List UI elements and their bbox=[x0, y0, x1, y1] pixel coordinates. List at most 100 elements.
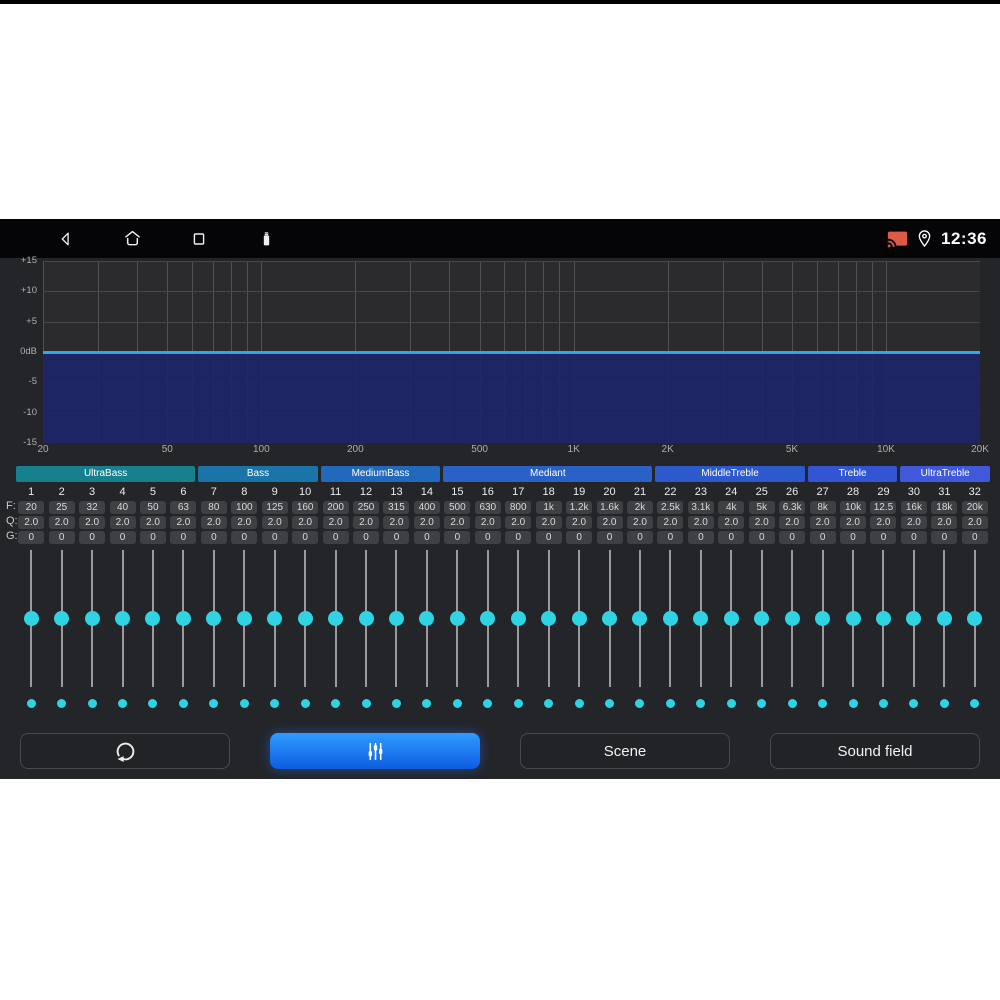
band-gain-slider[interactable] bbox=[747, 548, 777, 688]
band-gain-slider[interactable] bbox=[625, 548, 655, 688]
band-gain-slider[interactable] bbox=[412, 548, 442, 688]
slider-knob[interactable] bbox=[815, 610, 831, 626]
band-indicator-dot[interactable] bbox=[665, 698, 675, 708]
band-indicator-dot[interactable] bbox=[818, 698, 828, 708]
band-indicator-dot[interactable] bbox=[452, 698, 462, 708]
band-indicator-dot[interactable] bbox=[239, 698, 249, 708]
band-gain-slider[interactable] bbox=[16, 548, 46, 688]
band-indicator-dot[interactable] bbox=[544, 698, 554, 708]
band-gain-slider[interactable] bbox=[960, 548, 990, 688]
band-indicator-dot[interactable] bbox=[483, 698, 493, 708]
band-indicator-dot[interactable] bbox=[331, 698, 341, 708]
band-indicator-dot[interactable] bbox=[178, 698, 188, 708]
slider-knob[interactable] bbox=[175, 610, 191, 626]
band-gain-slider[interactable] bbox=[838, 548, 868, 688]
band-indicator-dot[interactable] bbox=[878, 698, 888, 708]
band-gain-slider[interactable] bbox=[199, 548, 229, 688]
band-gain-slider[interactable] bbox=[868, 548, 898, 688]
slider-knob[interactable] bbox=[510, 610, 526, 626]
band-indicator-dot[interactable] bbox=[635, 698, 645, 708]
band-gain-slider[interactable] bbox=[473, 548, 503, 688]
sound-field-button[interactable]: Sound field bbox=[770, 733, 980, 769]
band-gain-slider[interactable] bbox=[351, 548, 381, 688]
band-indicator-dot[interactable] bbox=[26, 698, 36, 708]
slider-knob[interactable] bbox=[967, 610, 983, 626]
band-indicator-dot[interactable] bbox=[696, 698, 706, 708]
band-gain-slider[interactable] bbox=[107, 548, 137, 688]
equalizer-button[interactable] bbox=[270, 733, 480, 769]
slider-knob[interactable] bbox=[145, 610, 161, 626]
band-indicator-dot[interactable] bbox=[848, 698, 858, 708]
band-gain-slider[interactable] bbox=[320, 548, 350, 688]
band-indicator-dot[interactable] bbox=[87, 698, 97, 708]
band-indicator-dot[interactable] bbox=[757, 698, 767, 708]
band-indicator-dot[interactable] bbox=[939, 698, 949, 708]
slider-knob[interactable] bbox=[784, 610, 800, 626]
band-gain-slider[interactable] bbox=[381, 548, 411, 688]
band-indicator-dot[interactable] bbox=[391, 698, 401, 708]
usb-icon[interactable] bbox=[258, 227, 275, 250]
band-indicator-dot[interactable] bbox=[726, 698, 736, 708]
band-indicator-dot[interactable] bbox=[209, 698, 219, 708]
slider-knob[interactable] bbox=[602, 610, 618, 626]
band-indicator-dot[interactable] bbox=[970, 698, 980, 708]
band-gain-slider[interactable] bbox=[594, 548, 624, 688]
band-gain-slider[interactable] bbox=[686, 548, 716, 688]
band-gain-slider[interactable] bbox=[929, 548, 959, 688]
band-gain-slider[interactable] bbox=[290, 548, 320, 688]
band-gain-slider[interactable] bbox=[77, 548, 107, 688]
band-gain-slider[interactable] bbox=[899, 548, 929, 688]
slider-knob[interactable] bbox=[571, 610, 587, 626]
band-indicator-dot[interactable] bbox=[148, 698, 158, 708]
slider-knob[interactable] bbox=[632, 610, 648, 626]
slider-knob[interactable] bbox=[267, 610, 283, 626]
band-gain-slider[interactable] bbox=[503, 548, 533, 688]
band-gain-slider[interactable] bbox=[716, 548, 746, 688]
reset-button[interactable] bbox=[20, 733, 230, 769]
slider-knob[interactable] bbox=[236, 610, 252, 626]
band-indicator-dot[interactable] bbox=[574, 698, 584, 708]
band-indicator-dot[interactable] bbox=[513, 698, 523, 708]
slider-knob[interactable] bbox=[206, 610, 222, 626]
slider-knob[interactable] bbox=[754, 610, 770, 626]
slider-knob[interactable] bbox=[845, 610, 861, 626]
slider-knob[interactable] bbox=[115, 610, 131, 626]
slider-knob[interactable] bbox=[54, 610, 70, 626]
band-gain-slider[interactable] bbox=[777, 548, 807, 688]
band-gain-slider[interactable] bbox=[260, 548, 290, 688]
band-gain-slider[interactable] bbox=[138, 548, 168, 688]
band-gain-slider[interactable] bbox=[533, 548, 563, 688]
slider-knob[interactable] bbox=[328, 610, 344, 626]
scene-button[interactable]: Scene bbox=[520, 733, 730, 769]
slider-knob[interactable] bbox=[693, 610, 709, 626]
slider-knob[interactable] bbox=[906, 610, 922, 626]
slider-knob[interactable] bbox=[358, 610, 374, 626]
band-gain-slider[interactable] bbox=[442, 548, 472, 688]
band-gain-slider[interactable] bbox=[564, 548, 594, 688]
slider-knob[interactable] bbox=[480, 610, 496, 626]
slider-knob[interactable] bbox=[297, 610, 313, 626]
slider-knob[interactable] bbox=[936, 610, 952, 626]
band-indicator-dot[interactable] bbox=[909, 698, 919, 708]
band-indicator-dot[interactable] bbox=[605, 698, 615, 708]
band-indicator-dot[interactable] bbox=[787, 698, 797, 708]
band-gain-slider[interactable] bbox=[46, 548, 76, 688]
slider-knob[interactable] bbox=[449, 610, 465, 626]
band-gain-slider[interactable] bbox=[655, 548, 685, 688]
back-icon[interactable] bbox=[56, 229, 76, 249]
slider-knob[interactable] bbox=[419, 610, 435, 626]
band-indicator-dot[interactable] bbox=[270, 698, 280, 708]
home-icon[interactable] bbox=[122, 228, 143, 249]
slider-knob[interactable] bbox=[84, 610, 100, 626]
band-indicator-dot[interactable] bbox=[361, 698, 371, 708]
band-gain-slider[interactable] bbox=[168, 548, 198, 688]
slider-knob[interactable] bbox=[875, 610, 891, 626]
recents-icon[interactable] bbox=[189, 229, 209, 249]
slider-knob[interactable] bbox=[541, 610, 557, 626]
band-indicator-dot[interactable] bbox=[57, 698, 67, 708]
slider-knob[interactable] bbox=[23, 610, 39, 626]
band-indicator-dot[interactable] bbox=[300, 698, 310, 708]
slider-knob[interactable] bbox=[662, 610, 678, 626]
band-indicator-dot[interactable] bbox=[422, 698, 432, 708]
slider-knob[interactable] bbox=[723, 610, 739, 626]
